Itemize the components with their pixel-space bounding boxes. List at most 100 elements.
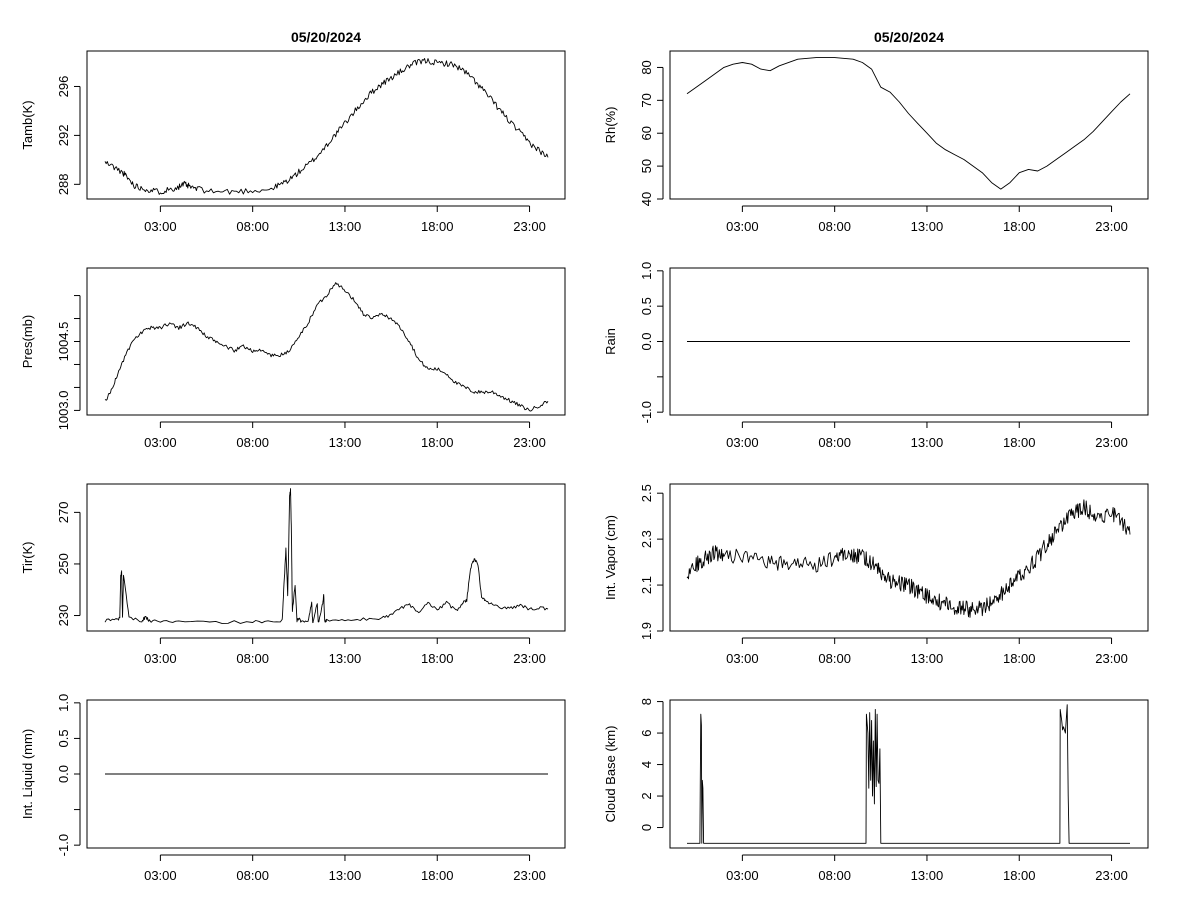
x-tick-label: 18:00 bbox=[1003, 651, 1036, 666]
y-axis-label: Tir(K) bbox=[20, 541, 35, 573]
x-tick-label: 18:00 bbox=[421, 219, 454, 234]
x-tick-label: 18:00 bbox=[1003, 868, 1036, 883]
x-tick-label: 23:00 bbox=[513, 651, 546, 666]
series-line-rh bbox=[686, 57, 1131, 190]
y-tick-label: 1.0 bbox=[56, 694, 71, 712]
panel-liquid: 03:00 08:00 13:00 18:00 23:00 -1.0 0.0 0.5 1.0 In… bbox=[20, 694, 566, 883]
y-axis-label: Pres(mb) bbox=[20, 315, 35, 368]
plot-frame bbox=[669, 699, 1149, 849]
y-axis-label: Int. Vapor (cm) bbox=[603, 515, 618, 600]
y-tick-label: 270 bbox=[56, 502, 71, 524]
y-axis-label: Rh(%) bbox=[603, 107, 618, 144]
y-axis-label: Int. Liquid (mm) bbox=[20, 729, 35, 819]
x-tick-label: 23:00 bbox=[1095, 868, 1128, 883]
x-tick-label: 13:00 bbox=[911, 219, 944, 234]
x-tick-label: 23:00 bbox=[1095, 435, 1128, 450]
plot-frame bbox=[86, 50, 566, 200]
x-tick-label: 03:00 bbox=[144, 868, 177, 883]
y-tick-label: 40 bbox=[639, 192, 654, 206]
y-tick-label: 296 bbox=[56, 76, 71, 98]
x-tick-label: 03:00 bbox=[726, 651, 759, 666]
series-line-vapor bbox=[686, 499, 1131, 618]
x-tick-label: 08:00 bbox=[818, 219, 851, 234]
y-tick-label: 288 bbox=[56, 173, 71, 195]
x-tick-label: 03:00 bbox=[726, 868, 759, 883]
x-tick-label: 23:00 bbox=[513, 435, 546, 450]
y-axis-label: Cloud Base (km) bbox=[603, 726, 618, 823]
x-tick-label: 13:00 bbox=[329, 435, 362, 450]
y-tick-label: 1004.5 bbox=[56, 322, 71, 362]
y-tick-label: 0.0 bbox=[639, 332, 654, 350]
x-tick-label: 23:00 bbox=[1095, 219, 1128, 234]
x-tick-label: 08:00 bbox=[236, 651, 269, 666]
panel-vapor: 03:00 08:00 13:00 18:00 23:00 1.9 2.1 2.3 2.5 Int… bbox=[603, 483, 1149, 666]
y-tick-label: 1003.0 bbox=[56, 391, 71, 431]
y-tick-label: 80 bbox=[639, 60, 654, 74]
y-tick-label: 292 bbox=[56, 125, 71, 147]
x-tick-label: 13:00 bbox=[911, 868, 944, 883]
x-tick-label: 13:00 bbox=[329, 219, 362, 234]
series-line-cloudbase bbox=[687, 704, 1130, 844]
y-tick-label: -1.0 bbox=[56, 834, 71, 856]
panel-pres: 03:00 08:00 13:00 18:00 23:00 1003.0 1004.5 Pre… bbox=[20, 267, 566, 450]
series-line-tamb bbox=[104, 58, 549, 195]
y-axis-label: Tamb(K) bbox=[20, 100, 35, 149]
x-tick-label: 08:00 bbox=[818, 435, 851, 450]
y-tick-label: 6 bbox=[639, 729, 654, 736]
y-tick-label: 50 bbox=[639, 159, 654, 173]
y-tick-label: 2.1 bbox=[639, 576, 654, 594]
series-line-pres bbox=[104, 282, 549, 412]
x-tick-label: 13:00 bbox=[329, 868, 362, 883]
y-tick-label: 8 bbox=[639, 698, 654, 705]
x-tick-label: 18:00 bbox=[421, 868, 454, 883]
panel-rh: 05/20/2024 03:00 08:00 13:00 18:00 23:00 40 50 6… bbox=[603, 29, 1149, 234]
x-tick-label: 08:00 bbox=[236, 219, 269, 234]
y-tick-label: 2.5 bbox=[639, 484, 654, 502]
plot-frame bbox=[669, 50, 1149, 200]
y-tick-label: 2.3 bbox=[639, 530, 654, 548]
x-tick-label: 03:00 bbox=[144, 651, 177, 666]
y-tick-label: 1.0 bbox=[639, 262, 654, 280]
x-tick-label: 03:00 bbox=[726, 435, 759, 450]
x-tick-label: 23:00 bbox=[513, 219, 546, 234]
y-tick-label: 0.5 bbox=[56, 729, 71, 747]
y-tick-label: 0 bbox=[639, 824, 654, 831]
panel-rain: 03:00 08:00 13:00 18:00 23:00 -1.0 0.0 0.5 1.0 Ra… bbox=[603, 262, 1149, 450]
panel-tamb: 05/20/2024 03:00 08:00 13:00 18:00 23:00 288 29… bbox=[20, 29, 566, 234]
y-tick-label: 60 bbox=[639, 126, 654, 140]
y-axis-label: Rain bbox=[603, 328, 618, 355]
y-tick-label: 250 bbox=[56, 553, 71, 575]
x-tick-label: 03:00 bbox=[726, 219, 759, 234]
series-line-tir bbox=[104, 488, 549, 624]
plot-title: 05/20/2024 bbox=[291, 29, 361, 45]
x-tick-label: 18:00 bbox=[421, 435, 454, 450]
x-tick-label: 13:00 bbox=[911, 651, 944, 666]
x-tick-label: 08:00 bbox=[818, 651, 851, 666]
x-tick-label: 08:00 bbox=[818, 868, 851, 883]
y-tick-label: 4 bbox=[639, 761, 654, 768]
x-tick-label: 13:00 bbox=[911, 435, 944, 450]
y-tick-label: -1.0 bbox=[639, 401, 654, 423]
x-tick-label: 08:00 bbox=[236, 868, 269, 883]
x-tick-label: 08:00 bbox=[236, 435, 269, 450]
x-tick-label: 18:00 bbox=[1003, 219, 1036, 234]
x-tick-label: 03:00 bbox=[144, 219, 177, 234]
x-tick-label: 13:00 bbox=[329, 651, 362, 666]
plot-frame bbox=[86, 267, 566, 416]
x-tick-label: 18:00 bbox=[1003, 435, 1036, 450]
y-tick-label: 2 bbox=[639, 792, 654, 799]
y-tick-label: 0.5 bbox=[639, 297, 654, 315]
plot-frame bbox=[669, 483, 1149, 632]
y-tick-label: 70 bbox=[639, 93, 654, 107]
x-tick-label: 23:00 bbox=[1095, 651, 1128, 666]
y-tick-label: 1.9 bbox=[639, 622, 654, 640]
plot-frame bbox=[669, 267, 1149, 416]
plot-title: 05/20/2024 bbox=[874, 29, 944, 45]
x-tick-label: 18:00 bbox=[421, 651, 454, 666]
y-tick-label: 230 bbox=[56, 605, 71, 627]
y-tick-label: 0.0 bbox=[56, 765, 71, 783]
panel-tir: 03:00 08:00 13:00 18:00 23:00 230 250 270 Tir(K) bbox=[20, 483, 566, 666]
x-tick-label: 23:00 bbox=[513, 868, 546, 883]
plot-frame bbox=[86, 699, 566, 849]
